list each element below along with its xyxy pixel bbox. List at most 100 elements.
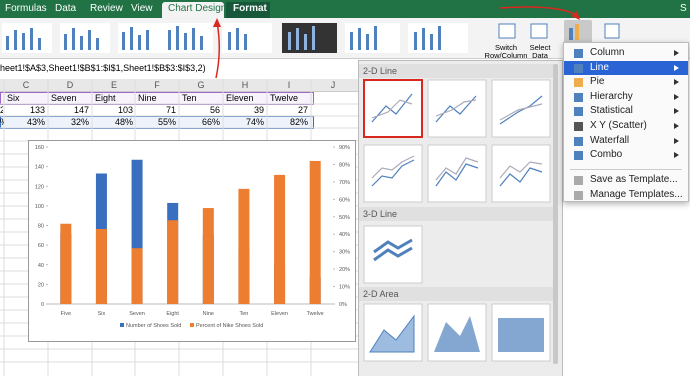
chart-type-menu: Column Line Pie Hierarchy Statistical X Y (Sc…	[563, 42, 689, 202]
bar	[202, 208, 214, 304]
x-tick-label: Eight	[166, 311, 179, 317]
submenu-arrow	[674, 79, 679, 86]
menu-action[interactable]: Save as Template...	[590, 174, 678, 185]
cell[interactable]: %	[0, 117, 4, 127]
menu-item[interactable]: Column	[590, 47, 625, 58]
cell[interactable]: Nine	[138, 93, 157, 103]
cell[interactable]: 48%	[114, 117, 133, 127]
legend-swatch	[120, 323, 124, 327]
cell[interactable]: Eight	[95, 93, 116, 103]
column-header: D	[66, 80, 74, 90]
bar	[238, 188, 250, 304]
y2-tick-label: 60%	[339, 197, 350, 203]
x-tick-label: Twelve	[307, 311, 324, 317]
cell[interactable]: 74%	[245, 117, 264, 127]
cell[interactable]: Six	[7, 93, 20, 103]
panel-section: 2-D Area	[359, 287, 553, 301]
menu-icon	[574, 49, 583, 58]
menu-item[interactable]: Combo	[590, 149, 623, 161]
cell[interactable]: Eleven	[226, 93, 254, 103]
y-tick-label: 120	[35, 184, 44, 190]
menu-action[interactable]: Manage Templates...	[590, 188, 683, 200]
cell[interactable]: Ten	[182, 93, 197, 103]
legend-label: Number of Shoes Sold	[126, 323, 181, 329]
menu-icon	[574, 151, 583, 161]
y2-tick-label: 50%	[339, 215, 350, 221]
legend-swatch	[190, 323, 194, 327]
y2-tick-label: 20%	[339, 267, 350, 273]
menu-item[interactable]: Pie	[590, 76, 605, 88]
bar	[131, 159, 143, 304]
chart-styles	[2, 23, 468, 53]
bar	[95, 228, 107, 304]
cell[interactable]: 147	[73, 105, 89, 115]
embedded-chart[interactable]: 0 20 40 60 80 100 120 140 160 0% 10% 20% 30% 40% 50% 60…	[28, 140, 356, 342]
menu-icon	[574, 176, 583, 185]
cell[interactable]: 56	[209, 105, 220, 115]
y-tick-label: 100	[35, 204, 44, 210]
y-tick-label: 80	[38, 224, 44, 230]
cell[interactable]: 66%	[201, 117, 220, 127]
submenu-arrow	[674, 50, 679, 56]
tab[interactable]: Format	[233, 3, 267, 14]
menu-icon	[574, 122, 583, 131]
y2-tick-label: 90%	[339, 145, 350, 151]
y2-tick-label: 80%	[339, 162, 350, 168]
y-tick-label: 40	[38, 263, 44, 269]
cell[interactable]: 71	[165, 105, 176, 115]
menu-item[interactable]: Statistical	[590, 105, 633, 117]
cell[interactable]: Seven	[51, 93, 77, 103]
cell[interactable]: 133	[29, 105, 45, 115]
x-tick-label: Six	[98, 311, 106, 317]
share-text[interactable]: S	[680, 3, 687, 14]
bar	[309, 160, 321, 304]
cell[interactable]: 2	[0, 105, 3, 115]
tab[interactable]: Chart Design	[168, 3, 227, 14]
menu-item[interactable]: Hierarchy	[590, 90, 633, 102]
submenu-arrow	[674, 137, 679, 144]
x-tick-label: Five	[61, 311, 71, 317]
x-tick-label: Seven	[129, 311, 145, 317]
cell[interactable]: 39	[253, 105, 264, 115]
separator	[570, 169, 682, 170]
cell[interactable]: Twelve	[270, 93, 299, 103]
column-header: E	[110, 80, 117, 90]
y-tick-label: 20	[38, 282, 44, 288]
tab[interactable]: Review	[90, 3, 123, 14]
menu-icon	[574, 63, 583, 73]
cell[interactable]: 32%	[70, 117, 89, 127]
tab[interactable]: Data	[55, 3, 77, 14]
ribbon-button[interactable]: Switch Row/Column	[484, 43, 528, 60]
menu-icon	[574, 136, 583, 146]
cell[interactable]: 82%	[289, 117, 308, 127]
y2-tick-label: 30%	[339, 250, 350, 256]
menu-icon	[574, 190, 583, 200]
menu-item[interactable]: X Y (Scatter)	[590, 120, 647, 131]
column-header: G	[197, 80, 205, 90]
style-thumbs	[2, 23, 468, 53]
tab[interactable]: View	[131, 3, 153, 14]
bar	[167, 220, 179, 304]
chart-thumbnails	[363, 64, 558, 364]
active-tab-bg	[162, 2, 224, 18]
cell[interactable]: 103	[117, 105, 133, 115]
column-header: I	[287, 80, 291, 90]
y-tick-label: 160	[35, 145, 44, 151]
y2-tick-label: 0%	[339, 302, 347, 308]
format-tab-bg	[226, 2, 270, 18]
cell[interactable]: 43%	[26, 117, 45, 127]
menu-icon	[574, 107, 583, 117]
cell[interactable]: 55%	[157, 117, 176, 127]
menu-item[interactable]: Waterfall	[590, 134, 630, 146]
cell[interactable]: 27	[297, 105, 308, 115]
y2-tick-label: 40%	[339, 232, 350, 238]
y-tick-label: 140	[35, 165, 44, 171]
ribbon-button[interactable]: Select Data	[529, 43, 551, 60]
ribbon-icons	[498, 20, 620, 44]
column-header: H	[241, 80, 249, 90]
column-headers	[0, 79, 360, 92]
formula-bar[interactable]: heet1!$A$3,Sheet1!$B$1:$I$1,Sheet1!$B$3:…	[0, 63, 206, 73]
menu-item[interactable]: Line	[590, 61, 609, 73]
tab[interactable]: Formulas	[5, 3, 47, 14]
